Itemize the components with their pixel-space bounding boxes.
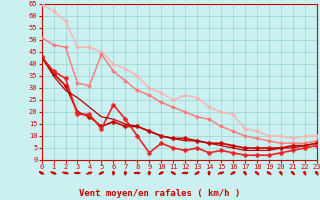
Text: Vent moyen/en rafales ( km/h ): Vent moyen/en rafales ( km/h ) [79,189,241,198]
